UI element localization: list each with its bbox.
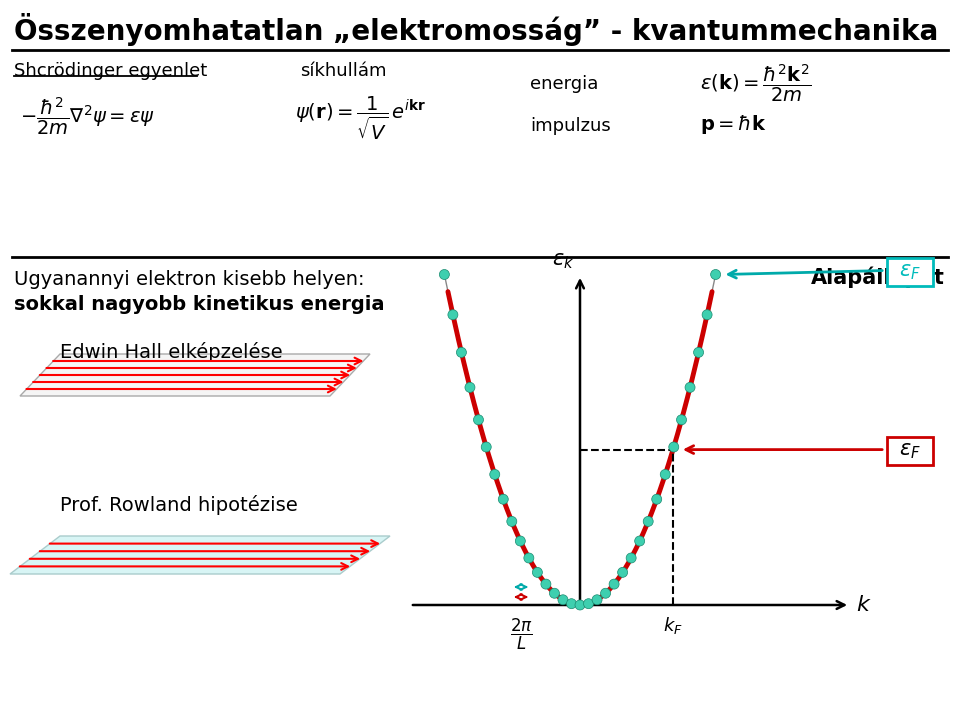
- Circle shape: [473, 415, 484, 425]
- Circle shape: [533, 567, 542, 577]
- Circle shape: [693, 347, 704, 357]
- Text: $\mathbf{p} = \hbar\mathbf{k}$: $\mathbf{p} = \hbar\mathbf{k}$: [700, 113, 767, 136]
- FancyBboxPatch shape: [887, 258, 933, 285]
- Circle shape: [566, 599, 576, 608]
- Text: síkhullám: síkhullám: [300, 62, 387, 80]
- Text: $\psi(\mathbf{r}) = \dfrac{1}{\sqrt{V}}\,e^{i\mathbf{k}\mathbf{r}}$: $\psi(\mathbf{r}) = \dfrac{1}{\sqrt{V}}\…: [295, 95, 426, 142]
- Text: Prof. Rowland hipotézise: Prof. Rowland hipotézise: [60, 495, 298, 515]
- Circle shape: [516, 536, 525, 546]
- Circle shape: [584, 599, 593, 608]
- Text: sokkal nagyobb kinetikus energia: sokkal nagyobb kinetikus energia: [14, 295, 385, 314]
- Text: Alapállapot: Alapállapot: [811, 267, 945, 288]
- Text: $k$: $k$: [856, 595, 872, 615]
- Circle shape: [524, 553, 534, 563]
- Circle shape: [465, 383, 475, 393]
- Text: energia: energia: [530, 75, 598, 93]
- Circle shape: [448, 310, 458, 320]
- Circle shape: [677, 415, 686, 425]
- Circle shape: [592, 595, 602, 605]
- Circle shape: [601, 589, 611, 599]
- Text: Edwin Hall elképzelése: Edwin Hall elképzelése: [60, 342, 282, 362]
- Text: Shcrödinger egyenlet: Shcrödinger egyenlet: [14, 62, 207, 80]
- Text: $-\dfrac{\hbar^2}{2m}\nabla^2\psi = \varepsilon\psi$: $-\dfrac{\hbar^2}{2m}\nabla^2\psi = \var…: [20, 95, 155, 137]
- Circle shape: [540, 579, 551, 589]
- Circle shape: [481, 442, 492, 452]
- Polygon shape: [20, 354, 370, 396]
- Circle shape: [685, 383, 695, 393]
- Circle shape: [643, 516, 653, 526]
- Circle shape: [498, 494, 508, 504]
- Text: $k_F$: $k_F$: [663, 615, 683, 636]
- Text: Összenyomhatatlan „elektromosság” - kvantummechanika: Összenyomhatatlan „elektromosság” - kvan…: [14, 13, 938, 46]
- Text: $\varepsilon_k$: $\varepsilon_k$: [552, 251, 574, 271]
- Circle shape: [490, 469, 500, 479]
- Circle shape: [456, 347, 467, 357]
- Polygon shape: [10, 536, 390, 574]
- Text: $\varepsilon_F$: $\varepsilon_F$: [900, 261, 921, 281]
- Circle shape: [669, 442, 679, 452]
- Circle shape: [575, 600, 585, 610]
- Text: $\dfrac{2\pi}{L}$: $\dfrac{2\pi}{L}$: [510, 617, 533, 652]
- Circle shape: [440, 270, 449, 280]
- Circle shape: [558, 595, 568, 605]
- Circle shape: [626, 553, 636, 563]
- Circle shape: [635, 536, 645, 546]
- Circle shape: [609, 579, 619, 589]
- Circle shape: [617, 567, 628, 577]
- Circle shape: [702, 310, 712, 320]
- FancyBboxPatch shape: [887, 437, 933, 464]
- Circle shape: [652, 494, 661, 504]
- Circle shape: [507, 516, 516, 526]
- Circle shape: [660, 469, 670, 479]
- Text: Ugyanannyi elektron kisebb helyen:: Ugyanannyi elektron kisebb helyen:: [14, 270, 365, 289]
- Circle shape: [549, 589, 560, 599]
- Text: $\varepsilon_F$: $\varepsilon_F$: [900, 441, 921, 461]
- Circle shape: [710, 270, 721, 280]
- Text: $\varepsilon(\mathbf{k}) = \dfrac{\hbar^2\mathbf{k}^2}{2m}$: $\varepsilon(\mathbf{k}) = \dfrac{\hbar^…: [700, 62, 811, 104]
- Text: impulzus: impulzus: [530, 117, 611, 135]
